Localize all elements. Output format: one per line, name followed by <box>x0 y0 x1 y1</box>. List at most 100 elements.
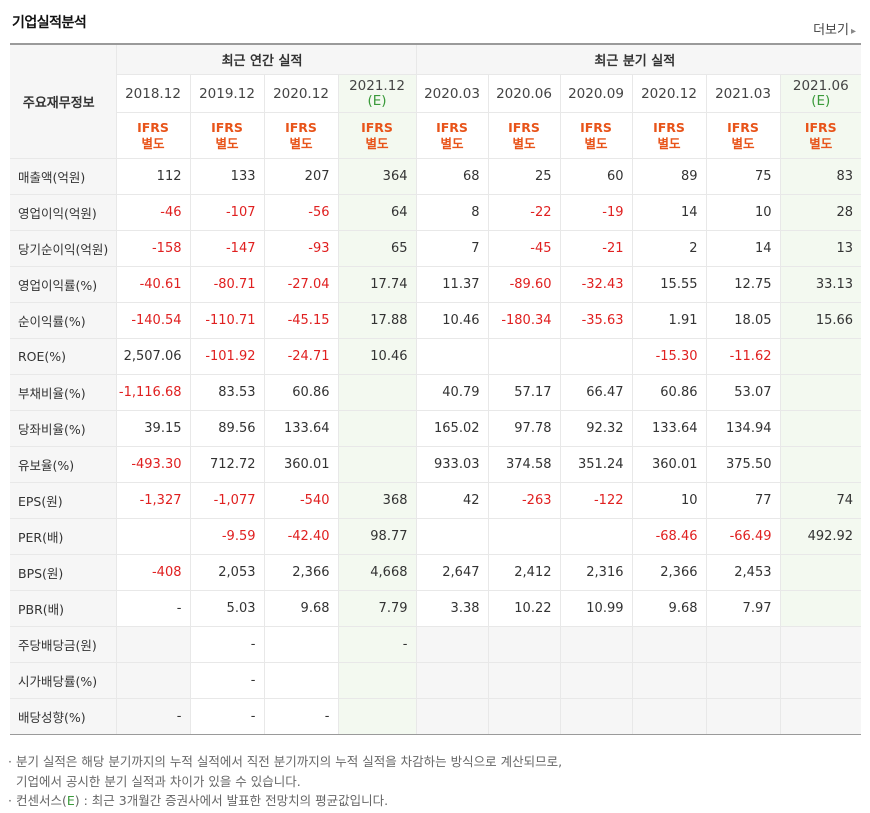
row-label: 순이익률(%) <box>10 302 117 339</box>
table-cell <box>560 662 633 699</box>
table-cell: -101.92 <box>190 338 265 375</box>
table-cell: 7.79 <box>338 590 417 627</box>
footnote-consensus: · 컨센서스(E) : 최근 3개월간 증권사에서 발표한 전망치의 평균값입니… <box>8 793 389 808</box>
annual-group-header: 최근 연간 실적 <box>116 43 417 75</box>
table-cell: 74 <box>780 482 862 519</box>
table-cell <box>488 626 561 663</box>
table-cell: -147 <box>190 230 265 267</box>
row-header: 주요재무정보 <box>10 43 117 159</box>
standard-ifrs: IFRS <box>580 119 612 135</box>
table-cell: -24.71 <box>264 338 339 375</box>
table-cell: 77 <box>706 482 781 519</box>
table-cell: 60.86 <box>632 374 707 411</box>
table-cell: -1,327 <box>116 482 191 519</box>
chevron-right-icon: ▸ <box>850 26 856 37</box>
table-cell: 83 <box>780 158 862 195</box>
table-row: 순이익률(%) -140.54 -110.71 -45.15 17.88 10.46 -18… <box>10 302 862 339</box>
table-cell <box>338 374 417 411</box>
table-cell <box>264 662 339 699</box>
standard-ifrs: IFRS <box>508 119 540 135</box>
table-cell: 1.91 <box>632 302 707 339</box>
table-cell: -40.61 <box>116 266 191 303</box>
table-cell <box>780 662 862 699</box>
table-row: 시가배당률(%) - <box>10 662 862 699</box>
table-cell: 42 <box>416 482 489 519</box>
table-cell: 25 <box>488 158 561 195</box>
table-cell: -107 <box>190 194 265 231</box>
table-cell: 368 <box>338 482 417 519</box>
table-cell <box>338 410 417 447</box>
table-cell: -45.15 <box>264 302 339 339</box>
table-cell: -21 <box>560 230 633 267</box>
period-header: 2020.03 <box>416 74 489 113</box>
table-cell: - <box>190 698 265 735</box>
table-cell: -66.49 <box>706 518 781 555</box>
table-cell: 2 <box>632 230 707 267</box>
table-cell: 133.64 <box>264 410 339 447</box>
standard-ifrs: IFRS <box>436 119 468 135</box>
row-label: 영업이익률(%) <box>10 266 117 303</box>
table-cell: 15.55 <box>632 266 707 303</box>
standard-separate: 별도 <box>215 135 239 151</box>
table-cell: 133.64 <box>632 410 707 447</box>
accounting-standard: IFRS 별도 <box>706 112 781 159</box>
table-cell: 12.75 <box>706 266 781 303</box>
table-cell: -122 <box>560 482 633 519</box>
table-row: 당기순이익(억원) -158 -147 -93 65 7 -45 -21 2 14 13 <box>10 230 862 267</box>
table-cell: 65 <box>338 230 417 267</box>
row-label: 배당성향(%) <box>10 698 117 735</box>
table-cell: 3.38 <box>416 590 489 627</box>
table-cell: 40.79 <box>416 374 489 411</box>
table-cell: 10.22 <box>488 590 561 627</box>
table-cell: -15.30 <box>632 338 707 375</box>
table-cell: -11.62 <box>706 338 781 375</box>
estimate-mark: (E) <box>367 92 387 109</box>
table-cell: 89.56 <box>190 410 265 447</box>
row-label: 당좌비율(%) <box>10 410 117 447</box>
more-link[interactable]: 더보기 ▸ <box>813 19 856 38</box>
table-cell <box>416 662 489 699</box>
table-cell <box>780 590 862 627</box>
accounting-standard: IFRS 별도 <box>264 112 339 159</box>
row-label: 당기순이익(억원) <box>10 230 117 267</box>
table-cell <box>706 662 781 699</box>
table-cell <box>338 662 417 699</box>
table-cell: -110.71 <box>190 302 265 339</box>
table-cell: -42.40 <box>264 518 339 555</box>
standard-separate: 별도 <box>365 135 389 151</box>
table-cell <box>780 410 862 447</box>
table-cell: -540 <box>264 482 339 519</box>
table-cell <box>560 338 633 375</box>
table-cell: 68 <box>416 158 489 195</box>
period-date: 2020.06 <box>496 85 552 102</box>
accounting-standard: IFRS 별도 <box>780 112 862 159</box>
row-label: 유보율(%) <box>10 446 117 483</box>
table-cell: 97.78 <box>488 410 561 447</box>
period-date: 2020.12 <box>641 85 697 102</box>
table-cell: 165.02 <box>416 410 489 447</box>
table-cell: -1,116.68 <box>116 374 191 411</box>
table-cell <box>338 446 417 483</box>
table-cell <box>780 554 862 591</box>
table-cell: 57.17 <box>488 374 561 411</box>
accounting-standard: IFRS 별도 <box>116 112 191 159</box>
table-cell <box>780 446 862 483</box>
table-cell: 9.68 <box>632 590 707 627</box>
table-cell: -1,077 <box>190 482 265 519</box>
standard-separate: 별도 <box>141 135 165 151</box>
table-cell <box>488 662 561 699</box>
table-cell: -68.46 <box>632 518 707 555</box>
table-cell: 2,507.06 <box>116 338 191 375</box>
table-cell: 10 <box>706 194 781 231</box>
accounting-standard: IFRS 별도 <box>560 112 633 159</box>
table-cell: 18.05 <box>706 302 781 339</box>
table-cell <box>780 374 862 411</box>
table-cell: -32.43 <box>560 266 633 303</box>
table-cell: 351.24 <box>560 446 633 483</box>
table-cell: -19 <box>560 194 633 231</box>
period-date: 2018.12 <box>125 85 181 102</box>
table-cell: 10.46 <box>338 338 417 375</box>
table-cell: -80.71 <box>190 266 265 303</box>
table-cell: 933.03 <box>416 446 489 483</box>
table-cell: 89 <box>632 158 707 195</box>
